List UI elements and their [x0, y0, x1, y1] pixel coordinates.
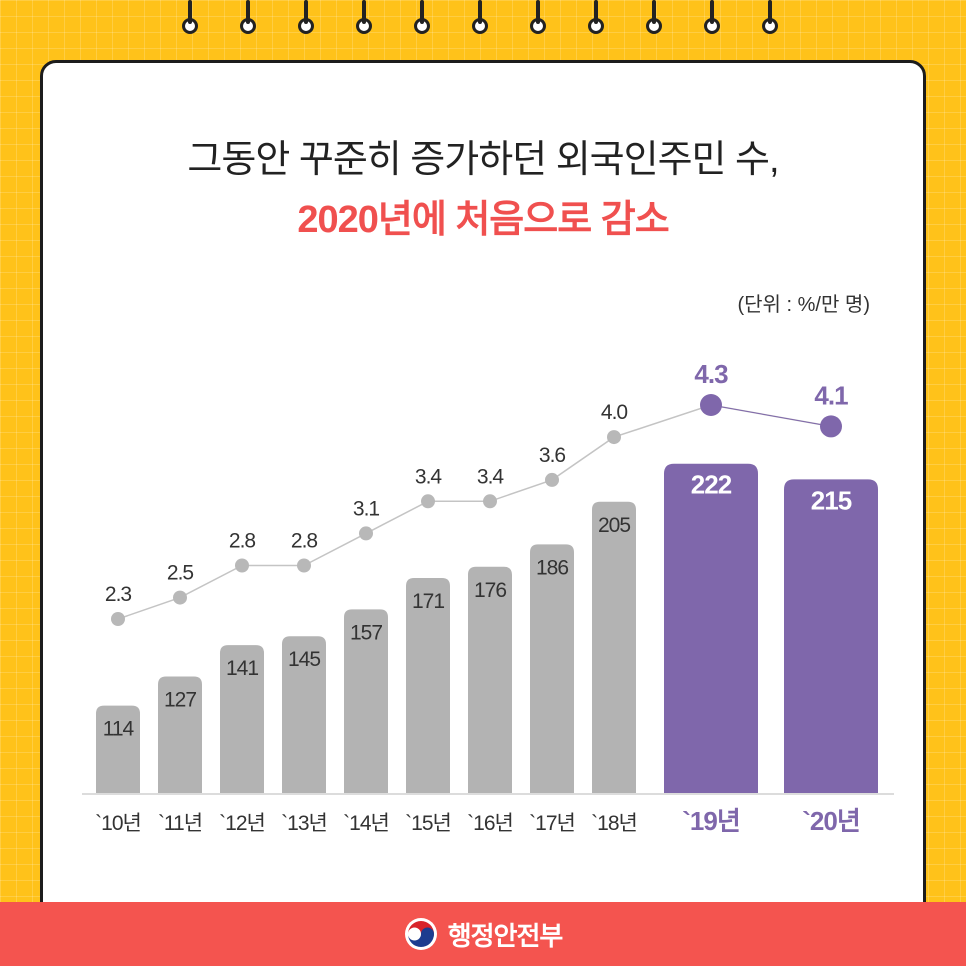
- rate-point: [235, 558, 249, 573]
- bar: [344, 609, 388, 793]
- binding-ring: [182, 0, 198, 34]
- rate-value-label: 3.1: [353, 497, 380, 520]
- x-tick-label: `13년: [281, 812, 327, 835]
- bar-value-label: 127: [164, 689, 196, 712]
- title-line-2: 2020년에 처음으로 감소: [297, 199, 669, 241]
- rate-point: [297, 558, 311, 573]
- bar: [220, 645, 264, 793]
- x-tick-label: `18년: [591, 812, 637, 835]
- binding-ring: [240, 0, 256, 34]
- unit-label: (단위 : %/만 명): [737, 294, 871, 316]
- rate-point: [820, 415, 842, 438]
- rate-point: [545, 472, 559, 487]
- bar-value-label: 145: [288, 648, 320, 671]
- bar: [158, 676, 202, 793]
- binding-ring: [472, 0, 488, 34]
- rate-point: [111, 612, 125, 626]
- x-tick-label: `10년: [95, 812, 141, 835]
- rate-value-label: 4.3: [694, 359, 728, 389]
- binding-ring: [762, 0, 778, 34]
- agency-name: 행정안전부: [447, 920, 564, 951]
- spiral-binding: [0, 0, 966, 40]
- rate-point: [359, 526, 373, 541]
- bar: [592, 501, 636, 793]
- rate-point: [700, 394, 722, 416]
- x-tick-label: `19년: [682, 806, 740, 836]
- bar: [468, 566, 512, 793]
- x-tick-label: `16년: [467, 812, 513, 835]
- bar-value-label: 141: [226, 657, 258, 680]
- binding-ring: [298, 0, 314, 34]
- bar-value-label: 157: [350, 621, 382, 644]
- taegeuk-logo-icon: [404, 918, 437, 950]
- binding-ring: [530, 0, 546, 34]
- title-line-1: 그동안 꾸준히 증가하던 외국인주민 수,: [187, 139, 779, 181]
- binding-ring: [646, 0, 662, 34]
- x-tick-label: `17년: [529, 812, 575, 835]
- rate-point: [607, 430, 621, 445]
- rate-value-label: 2.3: [105, 583, 132, 606]
- x-tick-label: `20년: [802, 806, 860, 836]
- rate-value-label: 3.4: [415, 465, 443, 488]
- rate-value-label: 4.1: [814, 380, 848, 410]
- rate-value-label: 2.5: [167, 562, 194, 585]
- bar: [96, 705, 140, 793]
- binding-ring: [704, 0, 720, 34]
- bar-value-label: 171: [412, 590, 444, 613]
- bar-value-label: 205: [598, 514, 630, 537]
- bar-value-label: 222: [691, 470, 732, 500]
- binding-ring: [588, 0, 604, 34]
- bar: [784, 479, 878, 793]
- rate-point: [421, 494, 435, 509]
- bar-value-label: 186: [536, 556, 568, 579]
- rate-point: [173, 590, 187, 605]
- x-tick-label: `14년: [343, 812, 389, 835]
- rate-line-highlight: [710, 404, 832, 427]
- bar-value-label: 215: [811, 485, 852, 515]
- rate-value-label: 4.0: [601, 401, 628, 424]
- rate-value-label: 3.4: [477, 465, 505, 488]
- bar-value-label: 176: [474, 579, 506, 602]
- x-tick-label: `11년: [158, 812, 202, 835]
- binding-ring: [356, 0, 372, 34]
- rate-value-label: 3.6: [539, 444, 566, 467]
- rate-point: [483, 494, 497, 509]
- rate-value-label: 2.8: [291, 530, 318, 553]
- x-tick-label: `15년: [405, 812, 451, 835]
- binding-ring: [414, 0, 430, 34]
- bar: [282, 636, 326, 793]
- bar: [664, 463, 758, 793]
- rate-value-label: 2.8: [229, 530, 256, 553]
- bar: [530, 544, 574, 793]
- x-tick-label: `12년: [219, 812, 265, 835]
- bar: [406, 577, 450, 793]
- bar-value-label: 114: [103, 718, 135, 741]
- footer-bar: 행정안전부: [0, 902, 966, 966]
